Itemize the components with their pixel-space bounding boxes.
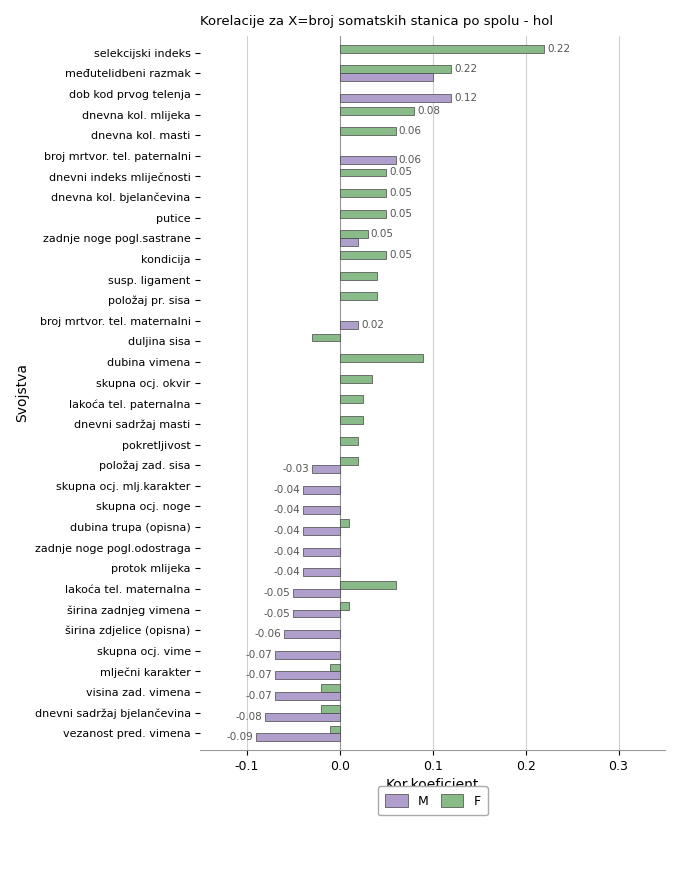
Bar xyxy=(340,292,377,300)
Bar xyxy=(321,705,340,713)
Bar xyxy=(340,601,349,610)
Text: 0.05: 0.05 xyxy=(371,229,394,239)
Bar xyxy=(321,684,340,692)
Text: -0.04: -0.04 xyxy=(273,485,300,494)
Text: 0.12: 0.12 xyxy=(454,93,477,103)
Text: -0.07: -0.07 xyxy=(245,691,272,701)
Bar xyxy=(340,127,396,136)
Text: 0.05: 0.05 xyxy=(389,250,412,260)
Text: -0.07: -0.07 xyxy=(245,670,272,680)
Bar xyxy=(340,209,386,217)
Y-axis label: Svojstva: Svojstva xyxy=(15,363,29,422)
Text: -0.07: -0.07 xyxy=(245,650,272,660)
Bar xyxy=(340,457,358,465)
Bar xyxy=(340,230,368,238)
Bar xyxy=(340,94,452,102)
Text: -0.04: -0.04 xyxy=(273,506,300,515)
Bar xyxy=(340,251,386,259)
Bar xyxy=(293,610,340,618)
Bar xyxy=(303,486,340,494)
Text: 0.05: 0.05 xyxy=(389,168,412,177)
Text: 0.08: 0.08 xyxy=(417,105,440,116)
Text: 0.06: 0.06 xyxy=(398,126,422,136)
Bar xyxy=(312,465,340,473)
Bar xyxy=(330,664,340,672)
Bar xyxy=(340,45,544,53)
Bar xyxy=(330,726,340,733)
Bar xyxy=(340,416,363,424)
Text: -0.03: -0.03 xyxy=(282,464,309,474)
Bar xyxy=(293,589,340,597)
Text: 0.02: 0.02 xyxy=(361,320,384,329)
Bar xyxy=(303,507,340,514)
Bar xyxy=(265,713,340,720)
Legend: M, F: M, F xyxy=(377,786,488,815)
Text: Korelacije za X=broj somatskih stanica po spolu - hol: Korelacije za X=broj somatskih stanica p… xyxy=(201,15,554,28)
Bar xyxy=(340,375,373,382)
Bar xyxy=(340,189,386,197)
Bar xyxy=(303,547,340,555)
Bar xyxy=(303,568,340,576)
Text: -0.04: -0.04 xyxy=(273,567,300,577)
Bar xyxy=(340,169,386,176)
Bar xyxy=(340,321,358,328)
Text: -0.04: -0.04 xyxy=(273,526,300,536)
Text: 0.22: 0.22 xyxy=(547,43,570,54)
Text: 0.06: 0.06 xyxy=(398,155,422,165)
Text: -0.08: -0.08 xyxy=(236,712,262,721)
Text: 0.22: 0.22 xyxy=(454,64,477,75)
Bar xyxy=(340,437,358,445)
Bar xyxy=(284,630,340,638)
Text: 0.05: 0.05 xyxy=(389,188,412,198)
Bar xyxy=(340,107,414,115)
Text: -0.04: -0.04 xyxy=(273,547,300,557)
Bar xyxy=(275,672,340,680)
Bar xyxy=(340,238,358,246)
X-axis label: Kor.koeficient: Kor.koeficient xyxy=(386,778,479,793)
Bar xyxy=(312,334,340,342)
Text: -0.06: -0.06 xyxy=(254,629,282,640)
Bar xyxy=(303,527,340,535)
Bar xyxy=(275,692,340,700)
Bar xyxy=(340,65,452,73)
Text: 0.05: 0.05 xyxy=(389,209,412,219)
Bar xyxy=(340,581,396,589)
Text: -0.09: -0.09 xyxy=(226,733,254,742)
Bar xyxy=(340,272,377,280)
Bar xyxy=(340,520,349,527)
Bar xyxy=(256,733,340,741)
Bar xyxy=(340,156,396,163)
Bar xyxy=(340,73,432,81)
Bar xyxy=(340,395,363,403)
Text: -0.05: -0.05 xyxy=(264,588,290,598)
Text: -0.05: -0.05 xyxy=(264,608,290,619)
Bar xyxy=(340,355,424,362)
Bar xyxy=(275,651,340,659)
